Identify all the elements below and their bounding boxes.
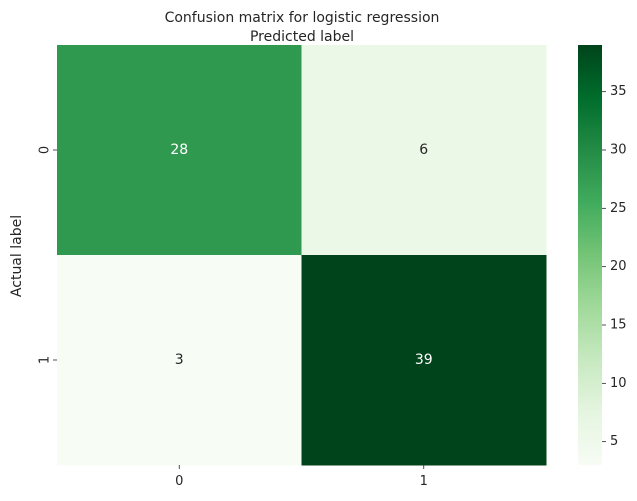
cell-value-label: 3: [175, 352, 184, 368]
colorbar-tick-label: 20: [610, 259, 627, 274]
heatmap-cells: 28 6 3 39: [57, 45, 547, 466]
y-tick-labels: 01: [38, 146, 57, 364]
heatmap-cell: [57, 45, 302, 256]
cell-value-label: 28: [170, 142, 188, 158]
colorbar-tick-label: 30: [610, 143, 627, 158]
colorbar: [578, 45, 602, 465]
colorbar-tick-label: 15: [610, 318, 627, 333]
x-tick-label: 1: [420, 474, 428, 489]
x-axis-label: Predicted label: [250, 29, 354, 45]
heatmap-cell: [301, 45, 547, 256]
cell-value-label: 39: [415, 352, 433, 368]
heatmap-cell: [301, 255, 547, 466]
y-tick-label: 0: [38, 146, 53, 154]
colorbar-tick-label: 10: [610, 376, 627, 391]
chart-title: Confusion matrix for logistic regression: [165, 10, 440, 26]
colorbar-tick-label: 25: [610, 201, 627, 216]
y-axis-label: Actual label: [9, 215, 25, 297]
x-tick-label: 0: [175, 474, 183, 489]
colorbar-tick-label: 35: [610, 84, 627, 99]
heatmap-cell: [57, 255, 302, 466]
y-tick-label: 1: [38, 356, 53, 364]
colorbar-tick-label: 5: [610, 434, 618, 449]
colorbar-ticks: 5 10 15 20 25 30 35: [602, 84, 627, 449]
cell-value-label: 6: [419, 142, 428, 158]
